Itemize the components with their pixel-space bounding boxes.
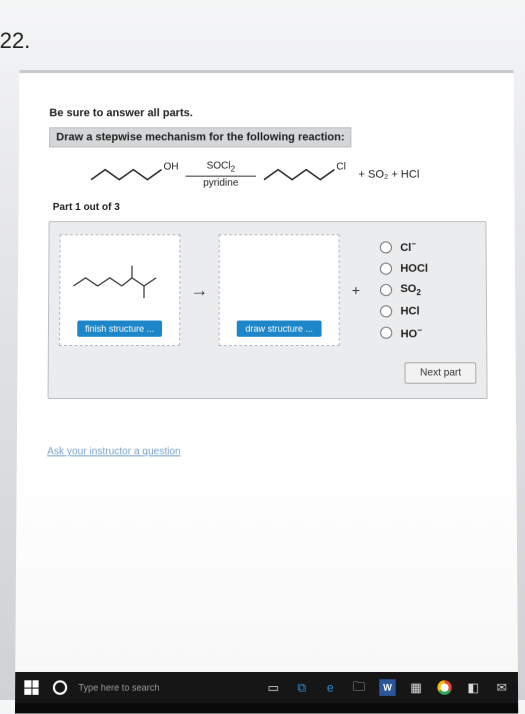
option-label: HCl xyxy=(400,305,419,317)
app2-icon[interactable]: ◧ xyxy=(463,677,484,698)
edge-icon[interactable]: e xyxy=(320,677,340,698)
plus-icon: + xyxy=(350,282,362,298)
instruction-text: Be sure to answer all parts. xyxy=(49,107,486,119)
byproducts-text: + SO₂ + HCl xyxy=(358,169,419,181)
taskbar-search[interactable]: Type here to search xyxy=(78,682,159,692)
mechanism-row: finish structure ... → draw structure ..… xyxy=(59,234,476,346)
draw-structure-button[interactable]: draw structure ... xyxy=(237,321,321,337)
store-icon[interactable]: ⧉ xyxy=(292,677,312,698)
word-icon[interactable]: W xyxy=(377,677,397,698)
question-number: 22. xyxy=(0,28,30,54)
option-so2[interactable]: SO2 xyxy=(380,283,428,297)
mail-icon[interactable]: ✉ xyxy=(491,677,512,698)
reaction-arrow-icon: → xyxy=(190,279,208,300)
mechanism-panel: finish structure ... → draw structure ..… xyxy=(48,221,488,399)
oh-label: OH xyxy=(164,162,179,173)
reaction-scheme: OH SOCl2 pyridine Cl + SO₂ + HCl xyxy=(49,158,486,192)
draw-structure-card[interactable]: draw structure ... xyxy=(219,234,340,346)
option-label: Cl− xyxy=(400,240,416,255)
app-window: Be sure to answer all parts. Draw a step… xyxy=(15,70,518,703)
prompt-bar: Draw a stepwise mechanism for the follow… xyxy=(49,127,352,147)
finish-structure-button[interactable]: finish structure ... xyxy=(77,321,162,337)
option-hcl[interactable]: HCl xyxy=(380,305,428,317)
option-label: HOCl xyxy=(400,263,428,275)
option-cl-minus[interactable]: Cl− xyxy=(380,240,428,255)
option-hocl[interactable]: HOCl xyxy=(380,263,428,275)
app-icon[interactable]: ▦ xyxy=(406,677,426,698)
taskbar: Type here to search ▭ ⧉ e 🗀 W ▦ ◧ ✉ xyxy=(15,672,518,703)
finish-structure-card[interactable]: finish structure ... xyxy=(59,234,180,346)
reagent-stack: SOCl2 pyridine xyxy=(186,161,256,189)
option-label: HO− xyxy=(400,326,421,341)
question-content: Be sure to answer all parts. Draw a step… xyxy=(17,73,517,466)
chrome-icon[interactable] xyxy=(434,677,455,698)
product-structure: Cl xyxy=(262,158,353,192)
monitor-bezel xyxy=(15,703,518,713)
cl-label: Cl xyxy=(336,162,346,173)
option-label: SO2 xyxy=(400,283,421,297)
start-icon[interactable] xyxy=(21,677,42,698)
cortana-icon[interactable] xyxy=(50,677,71,698)
next-part-button[interactable]: Next part xyxy=(405,362,476,383)
ask-instructor-link[interactable]: Ask your instructor a question xyxy=(47,446,181,457)
intermediate-structure xyxy=(69,254,170,305)
byproduct-options: Cl− HOCl SO2 HCl HO− xyxy=(372,240,428,341)
part-label: Part 1 out of 3 xyxy=(53,202,487,213)
explorer-icon[interactable]: 🗀 xyxy=(349,677,369,698)
option-ho-minus[interactable]: HO− xyxy=(380,326,428,341)
reactant-structure: OH xyxy=(89,158,180,192)
task-view-icon[interactable]: ▭ xyxy=(263,677,283,698)
